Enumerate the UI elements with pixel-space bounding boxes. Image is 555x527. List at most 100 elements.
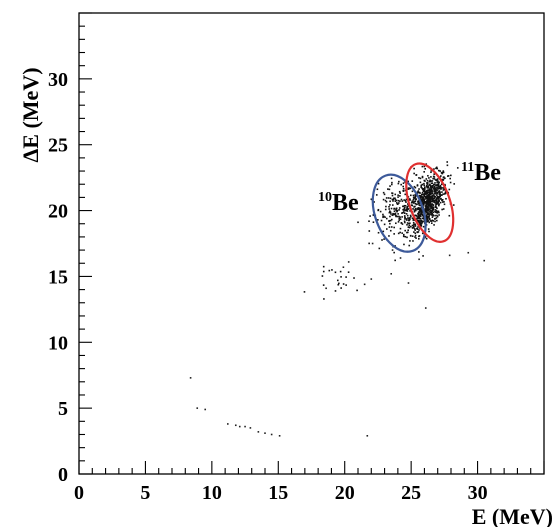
data-point [429, 199, 431, 201]
data-point [389, 185, 391, 187]
data-point [411, 235, 414, 237]
data-point [418, 204, 421, 206]
data-point [438, 181, 440, 184]
data-point [413, 185, 416, 188]
data-point [432, 206, 434, 208]
data-point [418, 215, 420, 217]
data-point [395, 207, 397, 210]
data-point [438, 196, 440, 198]
data-point [422, 190, 425, 193]
data-point [429, 186, 432, 188]
data-point [391, 249, 394, 251]
data-point [414, 200, 417, 203]
data-point [402, 205, 405, 208]
data-point [366, 435, 369, 437]
data-point [404, 206, 406, 209]
data-point [427, 186, 430, 189]
data-point [189, 377, 192, 379]
ellipse-10be [371, 173, 427, 253]
data-point [342, 266, 345, 269]
data-point [426, 182, 428, 184]
data-point [412, 219, 415, 221]
data-point [438, 192, 441, 194]
data-point [428, 205, 430, 207]
data-point [403, 204, 406, 207]
data-point [427, 202, 430, 205]
data-point [388, 226, 391, 228]
data-point [436, 202, 438, 205]
data-point [397, 182, 400, 185]
data-point [328, 269, 331, 272]
data-point [340, 287, 342, 289]
data-point [422, 200, 424, 203]
data-point [427, 196, 429, 199]
data-point [414, 229, 416, 231]
data-point [424, 188, 426, 191]
data-point [433, 188, 435, 190]
y-tick-label: 15 [48, 266, 68, 288]
data-point [418, 214, 420, 216]
data-point [421, 175, 424, 178]
data-point [419, 222, 422, 224]
data-point [416, 191, 419, 193]
data-point [435, 166, 438, 169]
data-point [423, 192, 426, 195]
data-point [430, 222, 433, 224]
data-point [427, 199, 429, 201]
data-point [399, 227, 402, 230]
data-point [321, 275, 324, 277]
data-point [415, 194, 417, 197]
data-point [425, 190, 428, 192]
data-point [393, 197, 395, 200]
data-point [406, 214, 409, 217]
data-point [409, 222, 411, 225]
data-point [382, 215, 384, 218]
data-point [406, 207, 408, 209]
data-point [391, 198, 394, 201]
data-point [443, 193, 446, 195]
data-point [394, 212, 397, 215]
data-point [429, 189, 432, 192]
data-point [418, 191, 421, 194]
data-point [409, 199, 411, 201]
data-point [425, 204, 428, 206]
x-axis-label: E (MeV) [472, 504, 553, 527]
data-point [432, 204, 434, 207]
data-point [421, 165, 424, 168]
data-point [399, 216, 401, 218]
data-point [409, 240, 411, 242]
data-point [384, 216, 386, 218]
data-point [414, 236, 416, 238]
data-point [432, 214, 434, 216]
data-point [406, 210, 409, 212]
data-point [325, 287, 327, 290]
data-point [414, 202, 417, 205]
data-point [406, 205, 409, 208]
data-point [398, 207, 401, 209]
data-point [433, 178, 436, 180]
data-point [424, 209, 426, 212]
data-point [423, 199, 425, 202]
data-point [434, 179, 437, 181]
data-point [418, 201, 420, 204]
data-point [448, 254, 451, 257]
data-point [435, 191, 438, 193]
data-point [444, 191, 447, 193]
data-point [377, 219, 379, 221]
data-point [406, 224, 408, 226]
data-point [420, 222, 423, 225]
data-point [420, 224, 422, 226]
data-point [426, 213, 429, 216]
data-point [418, 188, 420, 190]
x-tick-label: 0 [74, 482, 84, 504]
data-point [428, 217, 431, 220]
data-point [390, 272, 393, 275]
data-point [434, 218, 436, 220]
data-point [411, 201, 414, 204]
data-point [426, 201, 429, 203]
data-point [439, 184, 442, 187]
data-point [421, 232, 424, 235]
data-point [407, 217, 409, 219]
data-point [373, 201, 375, 203]
